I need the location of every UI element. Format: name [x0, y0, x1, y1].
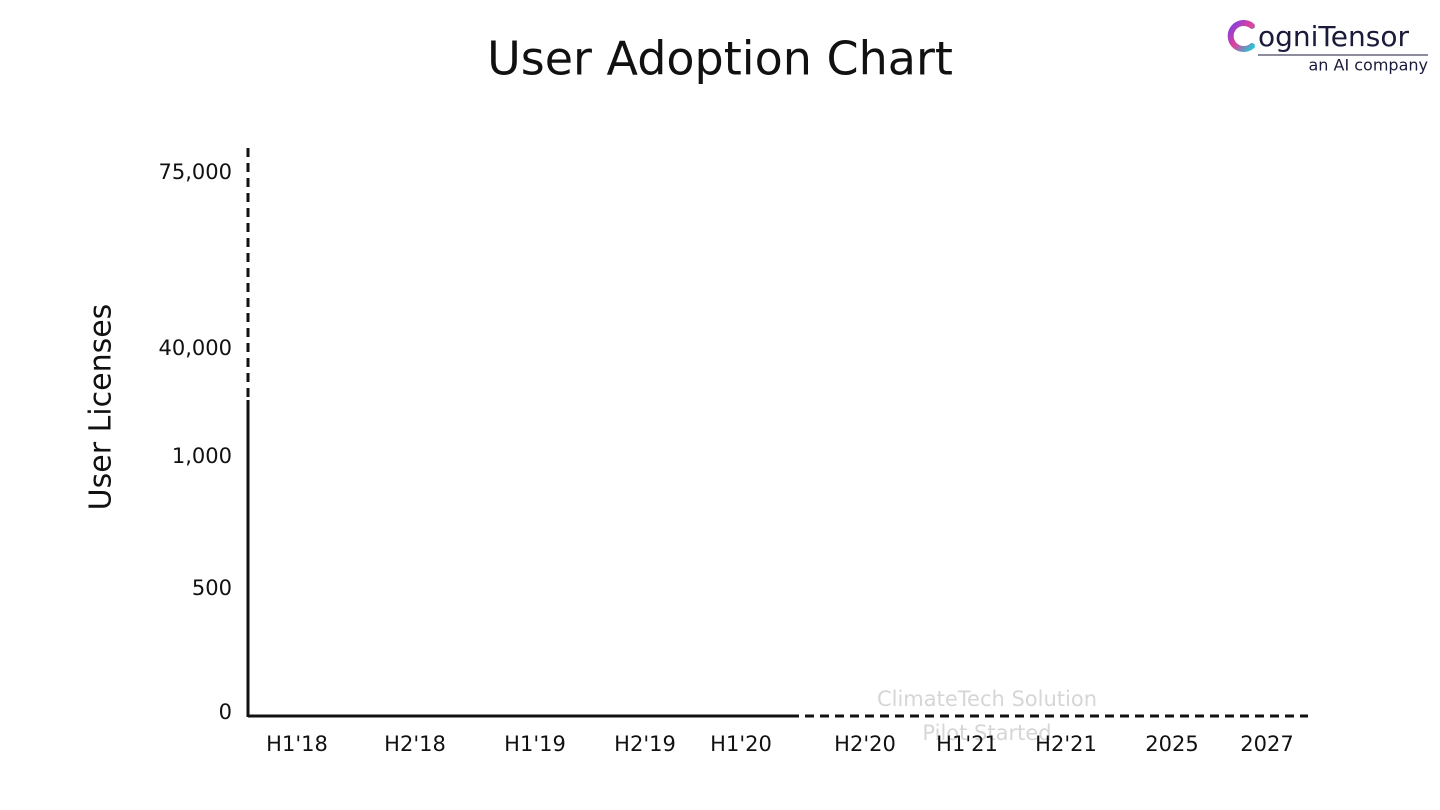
x-tick-label: H2'20	[834, 732, 896, 756]
annotation: ClimateTech Solution	[877, 687, 1097, 711]
y-tick-label: 500	[192, 576, 232, 600]
y-axis-title: User Licenses	[84, 304, 119, 511]
logo-tagline: an AI company	[1308, 56, 1428, 75]
x-tick-label: H2'19	[614, 732, 676, 756]
y-tick-label: 40,000	[159, 336, 232, 360]
x-tick-label: H2'21	[1035, 732, 1097, 756]
x-tick-label: H1'19	[504, 732, 566, 756]
x-tick-label: 2027	[1240, 732, 1293, 756]
x-tick-label: 2025	[1145, 732, 1198, 756]
logo: ogniTensor an AI company	[1227, 20, 1428, 75]
logo-text: ogniTensor	[1258, 20, 1409, 53]
x-tick-label: H2'18	[384, 732, 446, 756]
x-tick-label: H1'21	[936, 732, 998, 756]
y-tick-label: 1,000	[172, 444, 232, 468]
y-tick-label: 0	[219, 700, 232, 724]
logo-icon	[1227, 20, 1255, 52]
y-tick-label: 75,000	[159, 160, 232, 184]
annotation: Pilot Started	[922, 721, 1051, 745]
chart-title: User Adoption Chart	[487, 32, 953, 86]
x-tick-label: H1'18	[266, 732, 328, 756]
x-tick-label: H1'20	[710, 732, 772, 756]
